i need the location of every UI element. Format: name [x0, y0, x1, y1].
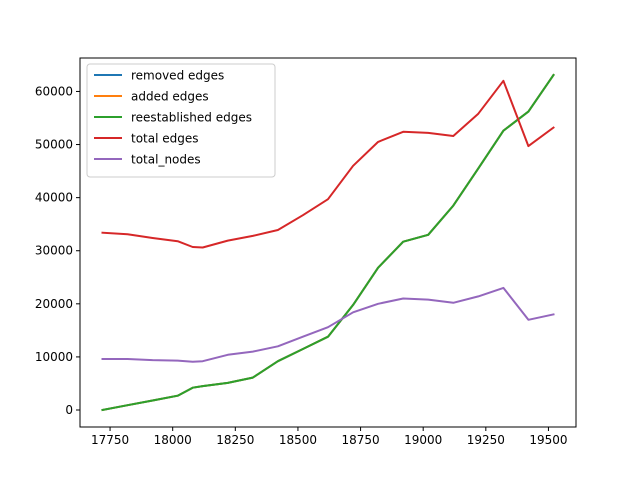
x-tick-label: 18000	[154, 433, 192, 447]
y-tick-label: 0	[65, 403, 73, 417]
legend: removed edges added edges reestablished ed…	[86, 63, 276, 178]
y-axis: 0 10000 20000 30000 40000 50000 60000	[35, 84, 80, 417]
x-tick-label: 18250	[216, 433, 254, 447]
x-tick-label: 18750	[341, 433, 379, 447]
x-tick-label: 18500	[279, 433, 317, 447]
legend-box	[86, 63, 276, 178]
legend-label: added edges	[131, 90, 209, 104]
x-tick-label: 19250	[467, 433, 505, 447]
series-line-2	[101, 73, 555, 412]
series-lines	[101, 73, 555, 412]
legend-label: removed edges	[131, 69, 224, 83]
x-tick-label: 19500	[529, 433, 567, 447]
x-axis: 17750 18000 18250 18500 18750 19000 19250 19500	[91, 427, 568, 447]
series-line-4	[101, 286, 555, 363]
series-line-3	[101, 79, 555, 249]
y-tick-label: 50000	[35, 138, 73, 152]
legend-label: total_nodes	[131, 153, 201, 167]
legend-label: reestablished edges	[131, 111, 252, 125]
y-tick-label: 20000	[35, 297, 73, 311]
y-tick-label: 10000	[35, 350, 73, 364]
y-tick-label: 60000	[35, 84, 73, 98]
x-tick-label: 19000	[404, 433, 442, 447]
legend-label: total edges	[131, 132, 199, 146]
plot-frame	[79, 57, 577, 428]
y-tick-label: 30000	[35, 244, 73, 258]
x-tick-label: 17750	[91, 433, 129, 447]
y-tick-label: 40000	[35, 191, 73, 205]
